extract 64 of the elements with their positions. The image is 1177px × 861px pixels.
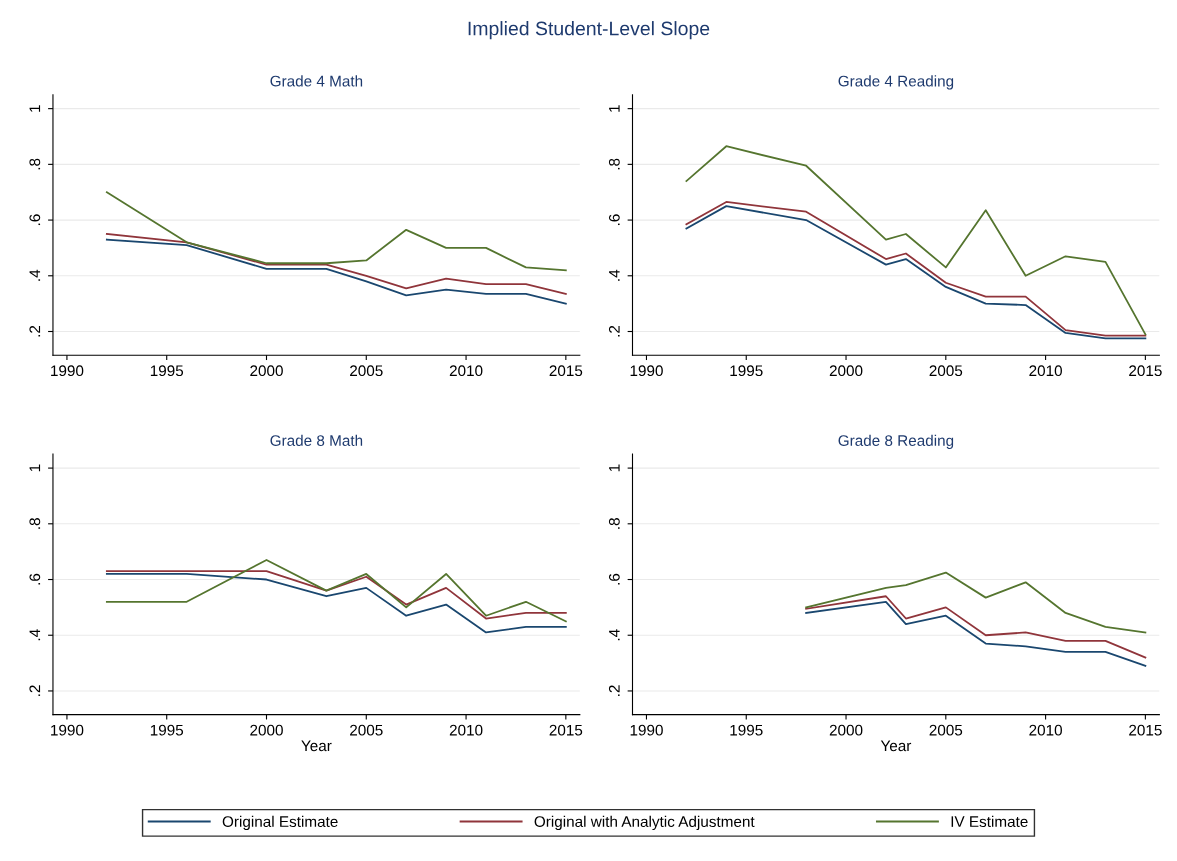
line-series: [105, 233, 567, 295]
line-series: [105, 191, 567, 272]
y-tick-label: .4: [29, 269, 41, 281]
y-tick-label: .2: [608, 325, 620, 337]
y-tick-label: .6: [29, 214, 41, 226]
y-tick-label: .6: [29, 573, 41, 585]
y-tick-label: 1: [609, 105, 620, 112]
chart-title: Grade 8 Reading: [838, 434, 954, 449]
legend-label: Original with Analytic Adjustment: [534, 815, 755, 831]
x-tick-label: 2005: [350, 724, 383, 736]
line-series: [105, 559, 567, 623]
y-tick-label: 1: [609, 464, 620, 472]
x-tick-label: 2010: [1029, 724, 1062, 736]
y-tick-label: .8: [608, 158, 620, 170]
line-series: [805, 595, 1147, 659]
y-tick-label: 1: [29, 464, 41, 472]
x-tick-label: 1990: [51, 365, 84, 377]
x-tick-label: 1990: [51, 724, 84, 736]
text: Implied Student-Level Slope: [468, 21, 710, 40]
chart-title: Grade 4 Reading: [838, 75, 954, 90]
x-tick-label: 2010: [449, 365, 483, 377]
x-tick-label: 2005: [929, 724, 963, 736]
x-tick-label: 2015: [549, 365, 583, 377]
x-tick-label: 2010: [1029, 365, 1062, 377]
y-tick-label: 1: [29, 105, 41, 112]
x-tick-label: 1995: [150, 724, 184, 736]
y-tick-label: .4: [609, 269, 620, 281]
x-tick-label: 2000: [829, 724, 863, 736]
line-series: [685, 145, 1147, 336]
line-series: [805, 571, 1147, 634]
y-tick-label: .6: [608, 573, 620, 585]
y-tick-label: .8: [608, 518, 620, 529]
x-tick-label: 1995: [730, 365, 763, 377]
x-tick-label: 2005: [350, 365, 383, 377]
y-tick-label: .8: [29, 158, 41, 170]
x-tick-label: 2000: [829, 365, 863, 377]
x-tick-label: 2010: [449, 724, 483, 736]
y-tick-label: .6: [608, 214, 620, 226]
y-tick-label: .8: [29, 518, 41, 529]
x-tick-label: 1995: [730, 724, 763, 736]
x-tick-label: 2015: [1129, 724, 1162, 736]
legend-label: Original Estimate: [222, 815, 338, 831]
x-tick-label: 2000: [250, 724, 283, 736]
x-tick-label: 2005: [929, 365, 963, 377]
x-tick-label: 1990: [630, 365, 663, 377]
x-tick-label: 2015: [1129, 365, 1162, 377]
chart-title: Grade 8 Math: [270, 434, 363, 446]
line-series: [105, 570, 567, 620]
line-series: [805, 600, 1147, 667]
x-tick-label: 2015: [549, 724, 583, 736]
line-series: [105, 238, 567, 305]
line-series: [105, 573, 567, 634]
y-tick-label: .2: [29, 325, 41, 337]
y-tick-label: .4: [609, 629, 620, 641]
chart-title: Grade 4 Math: [270, 75, 363, 87]
x-tick-label: 1990: [630, 724, 663, 736]
x-axis-title: Year: [301, 740, 332, 752]
y-tick-label: .2: [29, 685, 41, 696]
y-tick-label: .2: [608, 685, 620, 696]
x-tick-label: 1995: [150, 365, 184, 377]
legend-label: IV Estimate: [951, 815, 1028, 828]
y-tick-label: .4: [29, 629, 41, 641]
x-axis-title: Year: [880, 740, 912, 752]
x-tick-label: 2000: [250, 365, 283, 377]
